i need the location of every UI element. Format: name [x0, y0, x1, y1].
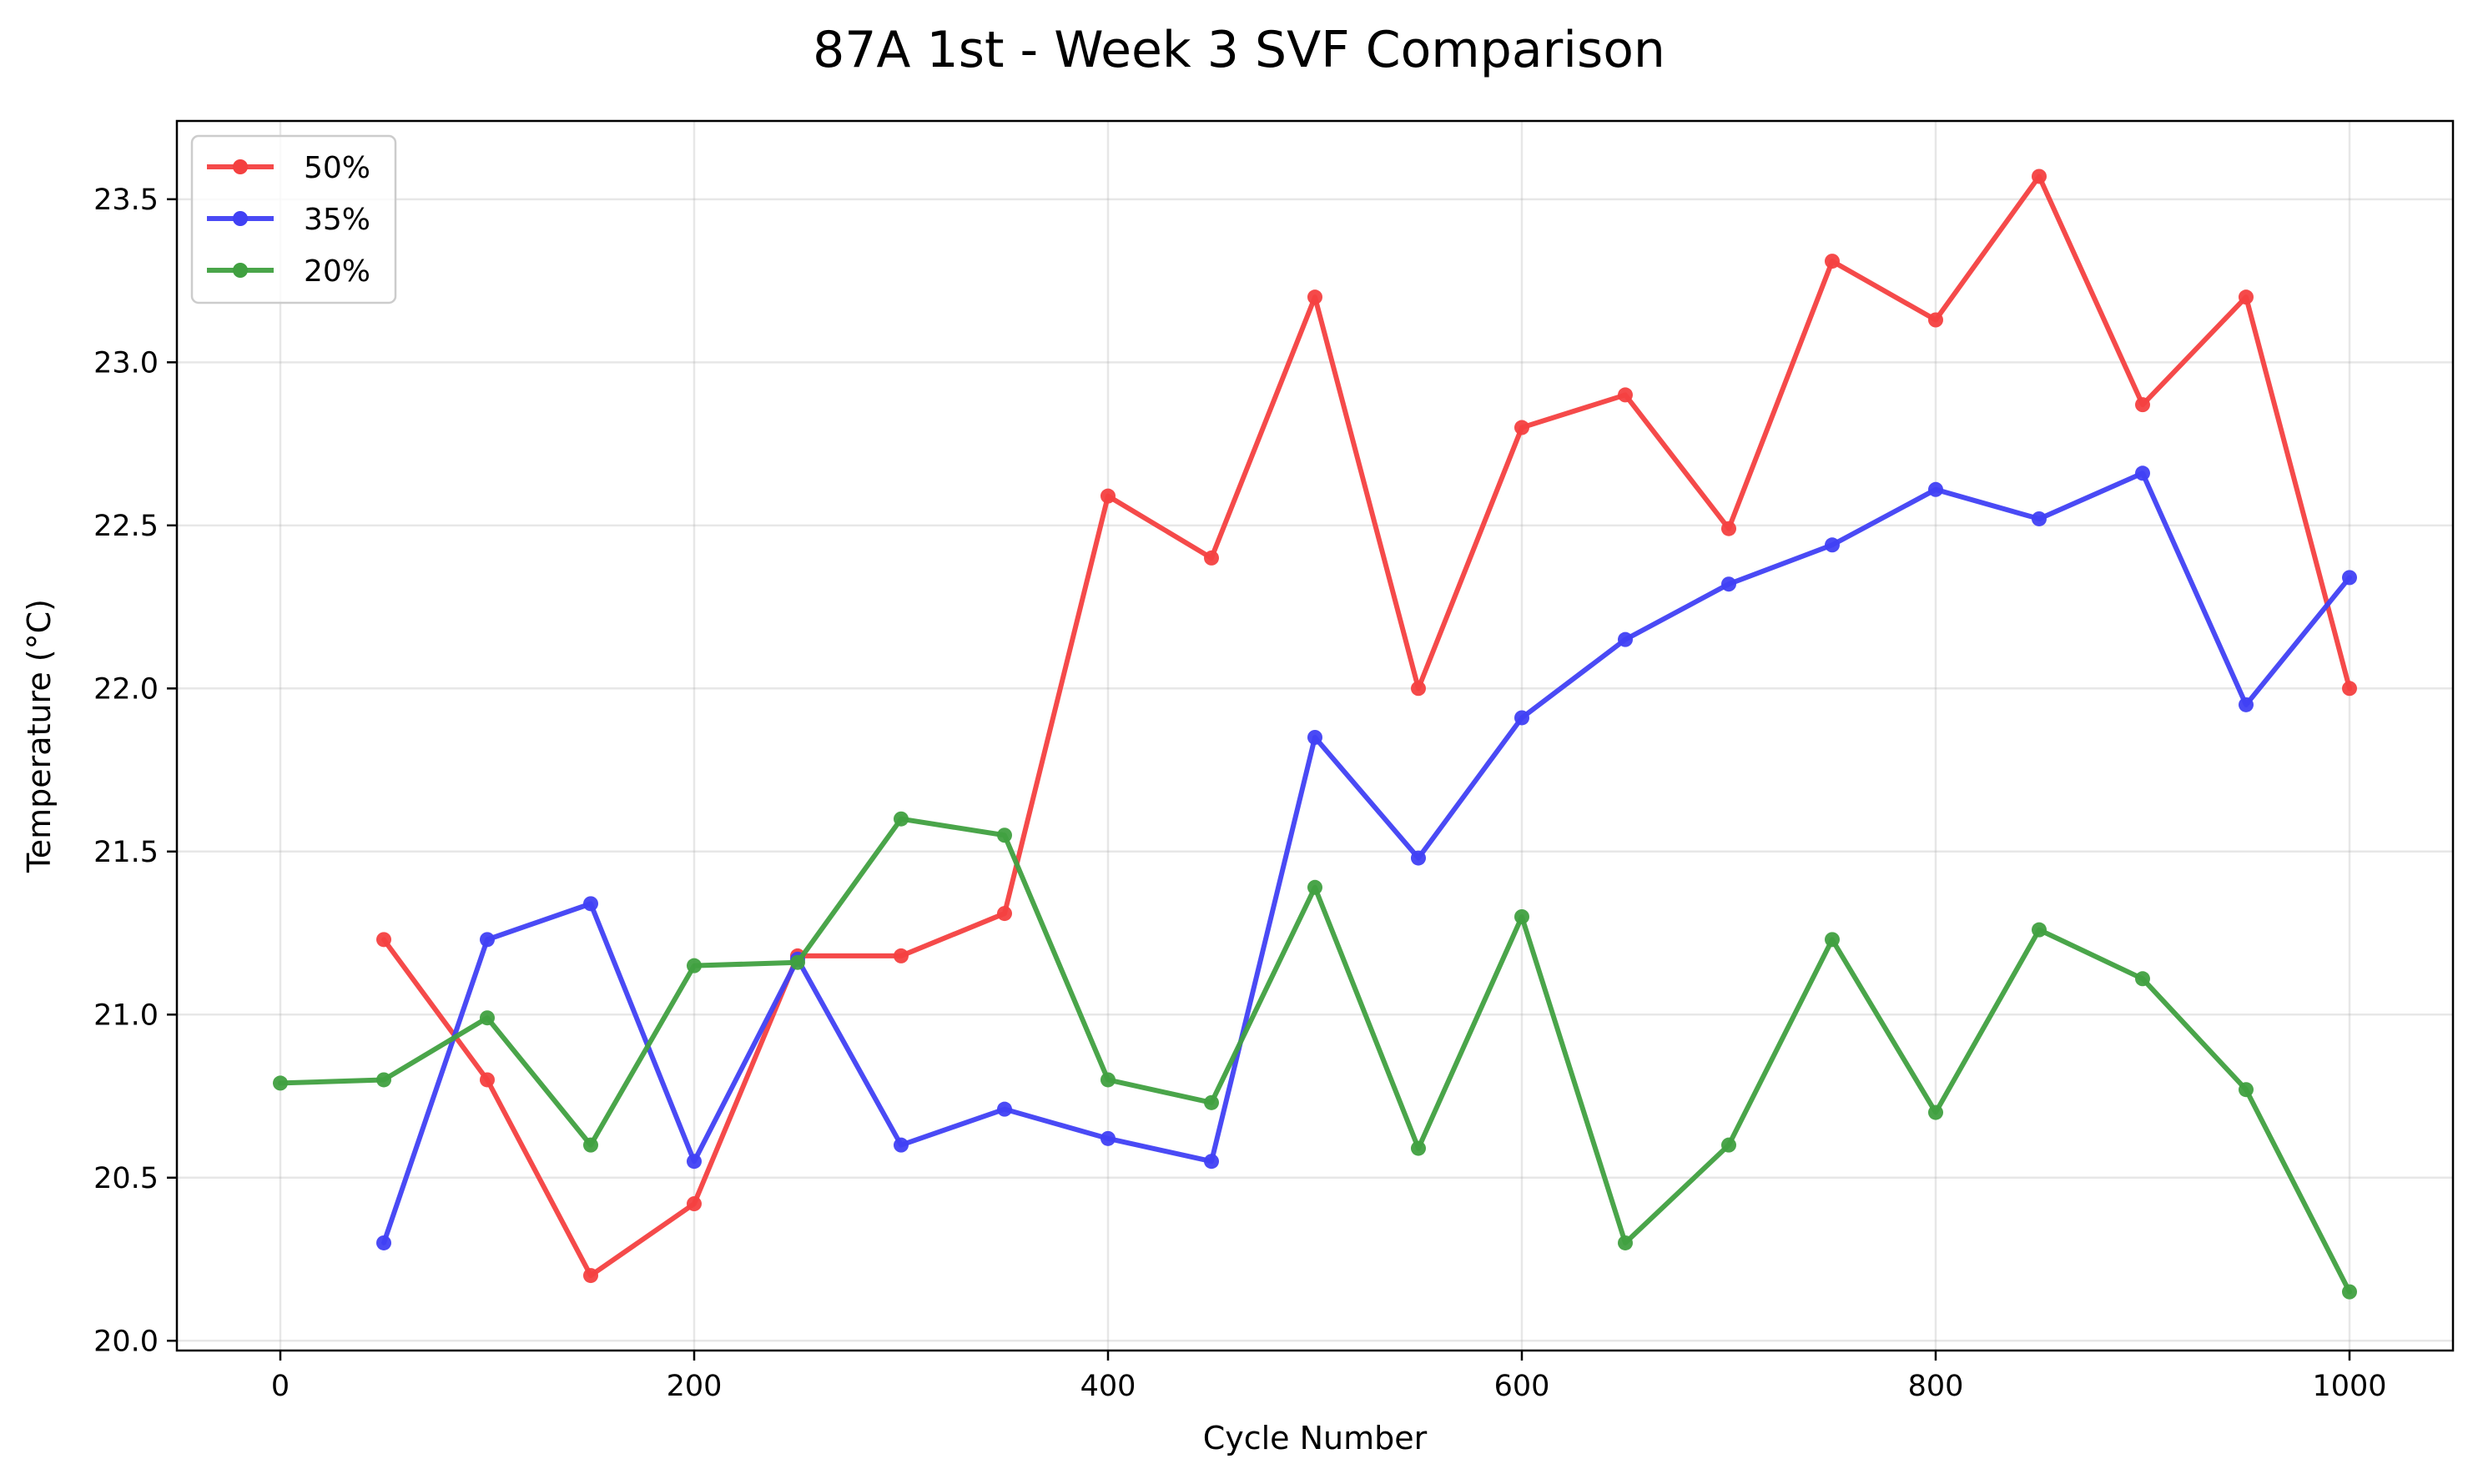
data-point [1204, 1094, 1219, 1110]
data-point [2032, 511, 2047, 526]
x-tick-label: 800 [1908, 1370, 1964, 1403]
legend-item: 35% [207, 203, 370, 237]
data-point [2032, 169, 2047, 184]
data-point [1307, 729, 1322, 745]
y-tick-label: 21.0 [93, 999, 159, 1032]
data-point [1721, 521, 1736, 536]
data-point [997, 906, 1012, 922]
data-point [1928, 1104, 1943, 1120]
data-point [2239, 289, 2254, 305]
series-line [381, 174, 2352, 1279]
data-point [1618, 1235, 1633, 1250]
data-point [894, 1137, 909, 1153]
data-point [2239, 697, 2254, 712]
data-point [1204, 1154, 1219, 1170]
y-tick-label: 21.5 [93, 836, 159, 869]
data-point [790, 954, 805, 970]
y-tick-label: 22.0 [93, 672, 159, 706]
axis-ticks: 0 200 400 600 800 1000 20.0 20.5 21.0 21.5 22.0 22.… [93, 184, 2386, 1403]
legend-label: 20% [304, 254, 370, 289]
data-point [376, 1235, 391, 1250]
data-point [1307, 879, 1322, 895]
data-point [273, 1075, 288, 1091]
data-point [687, 1154, 702, 1170]
data-point [2342, 1284, 2357, 1300]
data-point [1307, 289, 1322, 305]
y-axis-label: Temperature (°C) [21, 599, 58, 873]
data-point [1411, 850, 1426, 866]
data-point [687, 958, 702, 973]
data-point [894, 811, 909, 827]
data-point [1825, 932, 1840, 948]
data-point [687, 1196, 702, 1212]
data-point [480, 932, 495, 948]
data-point [376, 932, 391, 948]
x-axis-label: Cycle Number [1203, 1420, 1428, 1456]
data-point [1100, 488, 1116, 504]
series-3 [273, 811, 2357, 1300]
data-point [1721, 576, 1736, 592]
data-point [2135, 465, 2150, 481]
data-point [1825, 254, 1840, 269]
y-tick-label: 23.0 [93, 346, 159, 380]
data-point [1411, 681, 1426, 697]
data-point [1100, 1072, 1116, 1088]
legend-item: 20% [207, 254, 370, 289]
legend-swatch-marker [233, 211, 248, 226]
data-point [480, 1072, 495, 1088]
data-point [2239, 1082, 2254, 1098]
series-line [381, 470, 2352, 1245]
data-point [1721, 1137, 1736, 1153]
plot-series [273, 169, 2357, 1300]
x-tick-label: 1000 [2312, 1370, 2386, 1403]
data-point [1514, 908, 1529, 924]
data-point [583, 896, 598, 912]
data-point [2032, 922, 2047, 938]
x-tick-label: 600 [1494, 1370, 1550, 1403]
plot-frame [175, 119, 2455, 1352]
legend-label: 35% [304, 203, 370, 237]
y-tick-label: 23.5 [93, 184, 159, 217]
chart-title: 87A 1st - Week 3 SVF Comparison [813, 21, 1665, 79]
data-point [894, 948, 909, 963]
data-point [1100, 1130, 1116, 1146]
x-tick-label: 400 [1080, 1370, 1136, 1403]
legend: 50% 35% 20% [190, 134, 397, 304]
data-point [2342, 570, 2357, 586]
y-tick-label: 20.5 [93, 1162, 159, 1195]
data-point [997, 1101, 1012, 1117]
data-point [583, 1137, 598, 1153]
data-point [2135, 397, 2150, 413]
data-point [997, 828, 1012, 843]
x-tick-label: 200 [667, 1370, 723, 1403]
data-point [1514, 710, 1529, 726]
data-point [1514, 420, 1529, 435]
data-point [2135, 971, 2150, 987]
legend-swatch-marker [233, 263, 248, 278]
data-point [1928, 312, 1943, 328]
data-point [1825, 537, 1840, 553]
data-point [1411, 1140, 1426, 1156]
series-2 [376, 465, 2357, 1250]
legend-item: 50% [207, 151, 370, 185]
data-point [480, 1010, 495, 1026]
y-tick-label: 22.5 [93, 510, 159, 543]
data-point [1618, 631, 1633, 647]
grid [177, 121, 2453, 1351]
legend-swatch-marker [233, 159, 248, 174]
data-point [1618, 387, 1633, 403]
data-point [376, 1072, 391, 1088]
data-point [583, 1268, 598, 1284]
legend-box [190, 134, 397, 304]
y-tick-label: 20.0 [93, 1325, 159, 1358]
legend-label: 50% [304, 151, 370, 185]
x-tick-label: 0 [271, 1370, 290, 1403]
data-point [1928, 481, 1943, 497]
data-point [1204, 550, 1219, 566]
data-point [2342, 681, 2357, 697]
